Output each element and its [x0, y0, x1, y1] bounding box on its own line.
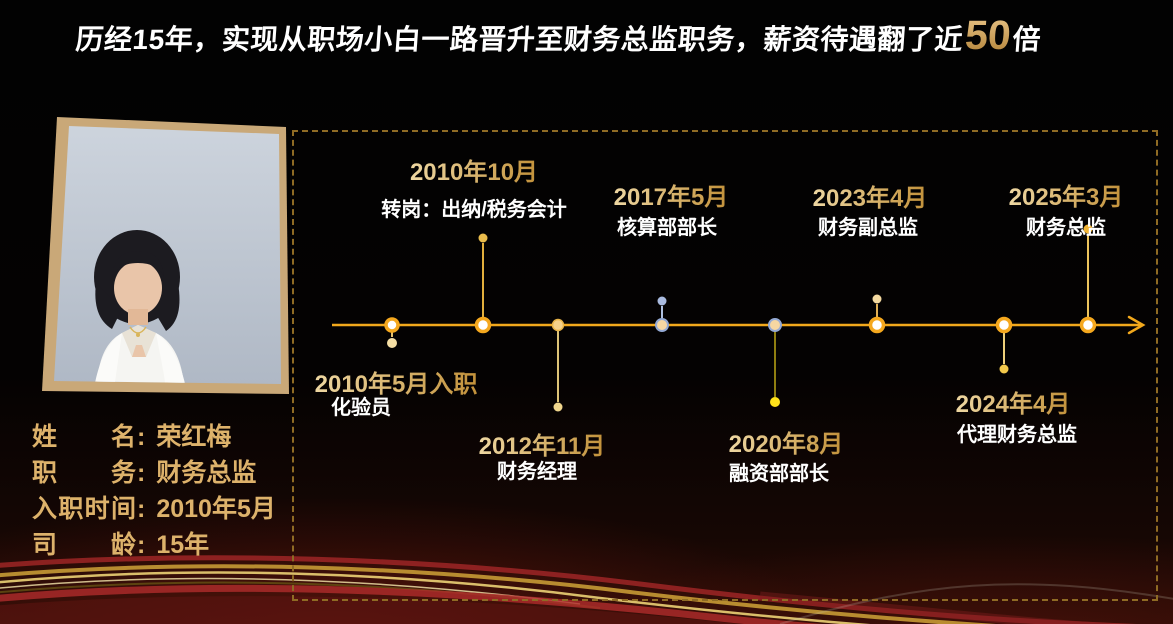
profile-row: 姓名: 荣红梅 — [32, 424, 290, 451]
profile-info-panel: 姓名: 荣红梅职务: 财务总监入职时间:2010年5月司龄:15年 — [32, 424, 290, 568]
profile-row: 司龄:15年 — [32, 532, 290, 559]
profile-field-label: 职务 — [32, 459, 136, 487]
event-date: 2024年4月 — [956, 384, 1071, 419]
profile-field-value: 财务总监 — [156, 459, 257, 487]
profile-field-label: 司龄 — [32, 531, 136, 559]
event-date: 2017年5月 — [614, 177, 729, 212]
event-role: 核算部部长 — [617, 217, 717, 239]
event-date: 2012年11月 — [479, 426, 606, 461]
profile-field-label: 入职时间 — [32, 495, 136, 523]
event-date: 2010年5月入职 — [315, 364, 478, 399]
profile-field-value: 15年 — [156, 531, 210, 559]
label-colon: : — [137, 495, 146, 523]
event-role: 融资部部长 — [729, 463, 829, 485]
event-role: 财务经理 — [497, 461, 577, 483]
event-date: 2023年4月 — [813, 178, 928, 213]
event-role: 转岗：出纳/税务会计 — [381, 199, 567, 221]
event-date: 2020年8月 — [729, 424, 844, 459]
event-role: 化验员 — [331, 397, 391, 419]
timeline-dashed-border-box — [292, 130, 1158, 601]
event-role: 财务副总监 — [818, 217, 918, 239]
profile-row: 入职时间:2010年5月 — [32, 496, 290, 523]
profile-field-value: 荣红梅 — [156, 423, 232, 451]
event-role: 代理财务总监 — [957, 424, 1077, 446]
profile-field-label: 姓名 — [32, 423, 136, 451]
profile-field-value: 2010年5月 — [156, 495, 276, 523]
event-date: 2025年3月 — [1009, 177, 1124, 212]
label-colon: : — [137, 423, 146, 451]
label-colon: : — [137, 459, 146, 487]
label-colon: : — [137, 531, 146, 559]
event-role: 财务总监 — [1026, 217, 1106, 239]
profile-row: 职务: 财务总监 — [32, 460, 290, 487]
event-date: 2010年10月 — [410, 152, 538, 187]
